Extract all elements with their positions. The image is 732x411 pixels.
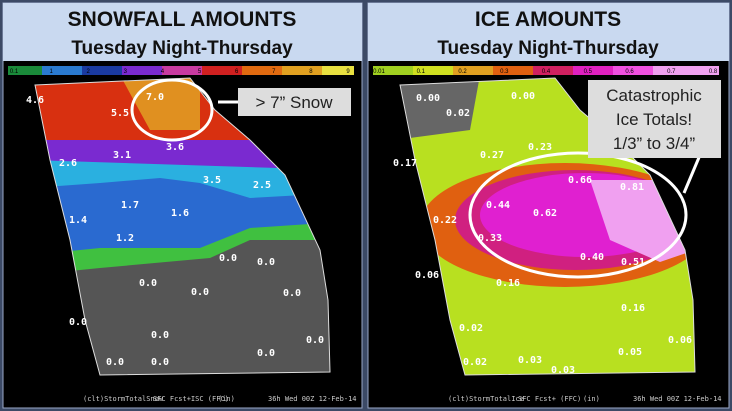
map-value: 0.00 (416, 93, 440, 104)
map-value: 0.0 (151, 357, 169, 368)
map-value: 0.03 (551, 365, 575, 376)
colorbar (8, 66, 354, 75)
map-value: 0.0 (139, 278, 157, 289)
map-value: 0.44 (486, 200, 510, 211)
map-value: 0.03 (518, 355, 542, 366)
map-value: 0.06 (668, 335, 692, 346)
map-value: 0.16 (621, 303, 645, 314)
footer-text: (clt)StormTotalIce (448, 395, 524, 403)
ice-map (400, 78, 695, 375)
map-value: 0.02 (446, 108, 470, 119)
map-value: 0.0 (219, 253, 237, 264)
scale-label: 0.7 (667, 69, 676, 75)
map-value: 1.6 (171, 208, 189, 219)
map-value: 0.0 (151, 330, 169, 341)
highlight-ellipse (130, 78, 214, 142)
footer-text: SFC Fcst+ISC (FFC) (153, 395, 229, 403)
map-value: 0.05 (618, 347, 642, 358)
highlight-ellipse (468, 151, 688, 279)
map-value: 2.6 (59, 158, 77, 169)
map-value: 3.1 (113, 150, 131, 161)
map-value: 0.16 (496, 278, 520, 289)
map-value: 5.5 (111, 108, 129, 119)
map-value: 4.6 (26, 95, 44, 106)
title: ICE AMOUNTS (475, 8, 621, 31)
scale-label: 2 (87, 69, 91, 75)
map-value: 0.51 (621, 257, 645, 268)
map-value: 0.06 (415, 270, 439, 281)
map-value: 0.22 (433, 215, 457, 226)
scale-label: 0.1 (417, 69, 426, 75)
scale-label: 0.01 (373, 69, 385, 75)
scale-label: 0.4 (542, 69, 551, 75)
footer-text: (in) (583, 395, 600, 403)
callout: 1/3” to 3/4” (613, 134, 696, 153)
map-value: 0.0 (106, 357, 124, 368)
map-value: 0.17 (393, 158, 417, 169)
scale-label: 7 (272, 69, 276, 75)
footer-text: SFC Fcst+ (FFC) (518, 395, 581, 403)
map-value: 1.7 (121, 200, 139, 211)
map-value: 1.2 (116, 233, 134, 244)
map-value: 0.23 (528, 142, 552, 153)
scale-label: 0.3 (500, 69, 509, 75)
map-value: 3.6 (166, 142, 184, 153)
header (368, 3, 729, 61)
map-value: 0.0 (257, 348, 275, 359)
header (3, 3, 362, 61)
scale-label: 6 (235, 69, 239, 75)
map-value: 0.00 (511, 91, 535, 102)
footer-text: (clt)StormTotalSnow (83, 395, 164, 403)
map-value: 0.33 (478, 233, 502, 244)
state-outline (34, 77, 331, 376)
map-value: 0.0 (306, 335, 324, 346)
map-value: 0.66 (568, 175, 592, 186)
callout: Ice Totals! (616, 110, 692, 129)
scale-label: 0.5 (584, 69, 593, 75)
map-value: 0.02 (459, 323, 483, 334)
map-value: 0.0 (283, 288, 301, 299)
title: SNOWFALL AMOUNTS (68, 8, 297, 31)
scale-label: 9 (346, 69, 350, 75)
map-value: 0.81 (620, 182, 644, 193)
footer-text: (in) (218, 395, 235, 403)
map-value: 0.02 (463, 357, 487, 368)
arrow (682, 154, 702, 194)
subtitle: Tuesday Night-Thursday (71, 38, 293, 59)
callout: Catastrophic (606, 86, 702, 105)
scale-label: 0.2 (458, 69, 467, 75)
callout: > 7” Snow (255, 93, 333, 112)
state-outline (399, 77, 696, 376)
scale-label: 8 (309, 69, 313, 75)
map-value: 0.0 (257, 257, 275, 268)
map-value: 0.0 (69, 317, 87, 328)
scale-label: 4 (161, 69, 165, 75)
scale-label: 0.6 (625, 69, 634, 75)
subtitle: Tuesday Night-Thursday (437, 38, 659, 59)
map-value: 0.62 (533, 208, 557, 219)
scale-label: 3 (124, 69, 128, 75)
callout-box (588, 80, 721, 158)
colorbar (373, 66, 719, 75)
map-value: 7.0 (146, 92, 164, 103)
footer-text: 36h Wed 00Z 12-Feb-14 (268, 395, 357, 403)
callout-box (238, 88, 351, 116)
scale-label: 0.1 (10, 69, 19, 75)
map-value: 2.5 (253, 180, 271, 191)
map-value: 0.40 (580, 252, 604, 263)
map-value: 3.5 (203, 175, 221, 186)
map-value: 0.0 (191, 287, 209, 298)
scale-label: 5 (198, 69, 202, 75)
footer-text: 36h Wed 00Z 12-Feb-14 (633, 395, 722, 403)
scale-label: 1 (49, 69, 53, 75)
map-value: 1.4 (69, 215, 87, 226)
scale-label: 0.8 (709, 69, 718, 75)
map-value: 0.27 (480, 150, 504, 161)
